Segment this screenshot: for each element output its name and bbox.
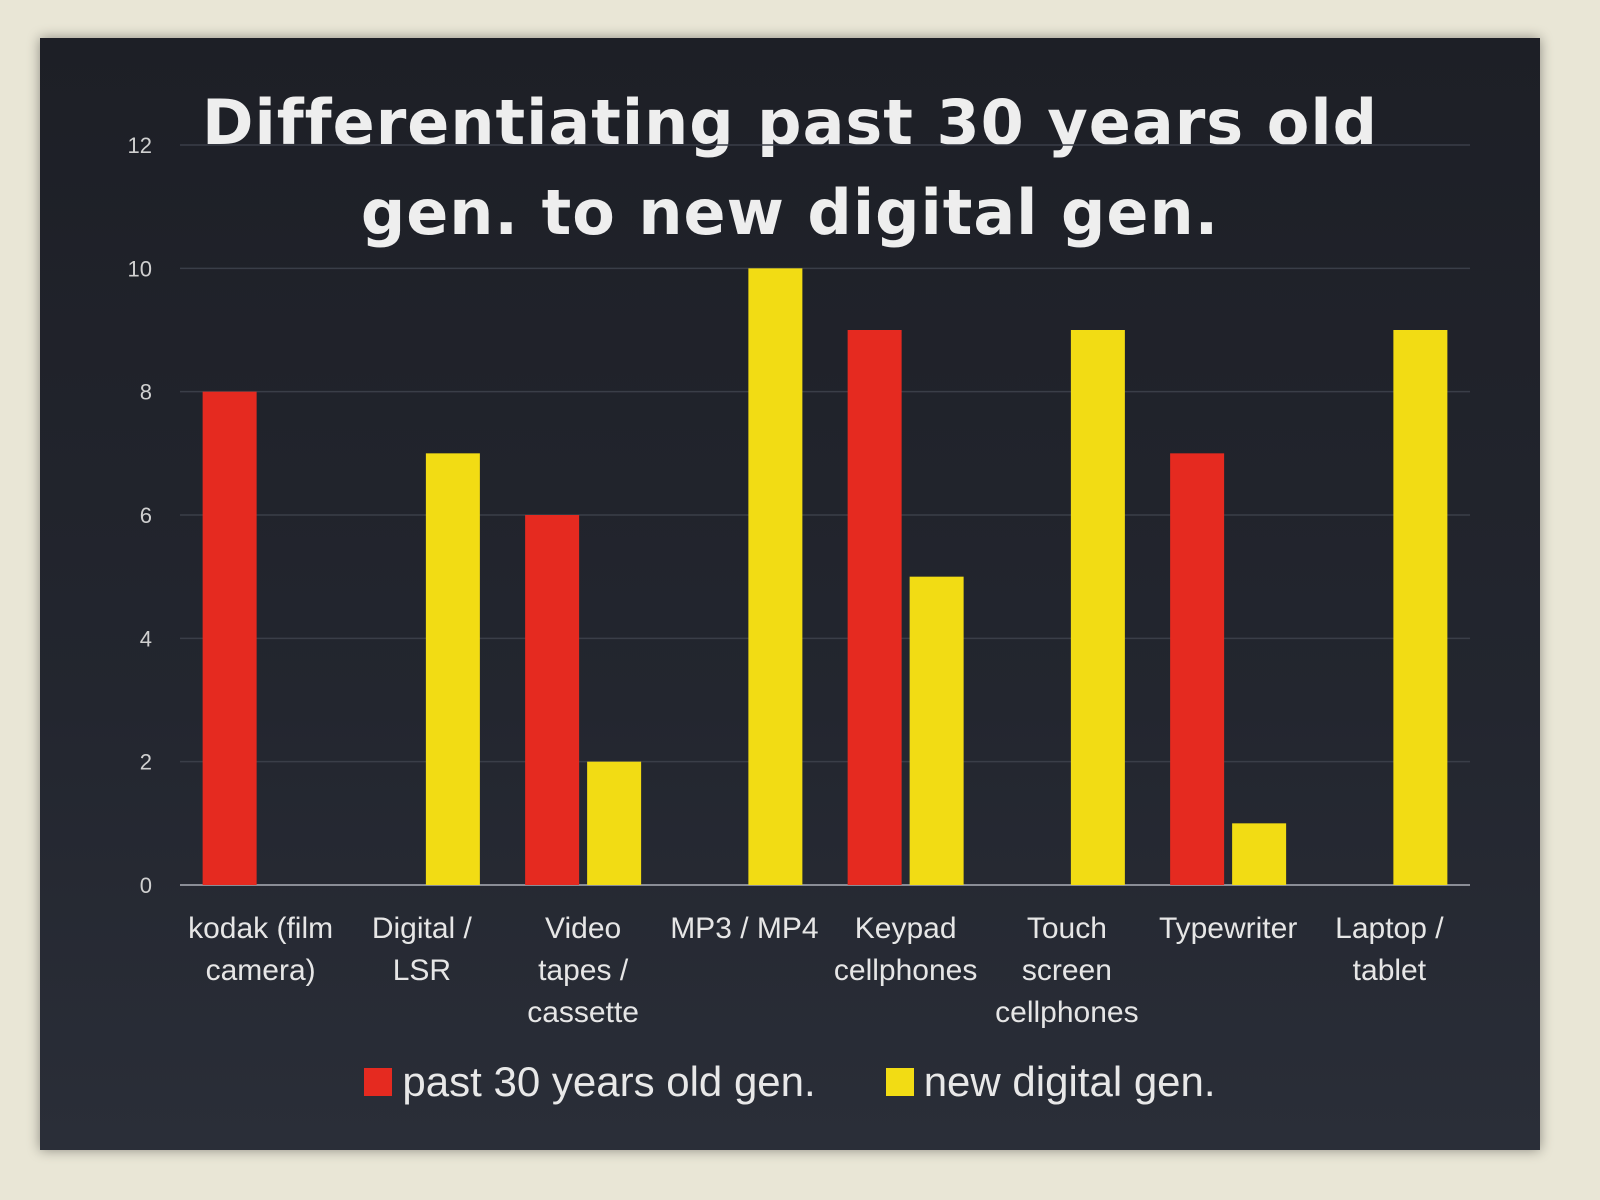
x-tick-label: Video tapes / cassette bbox=[527, 912, 639, 1029]
bar-chart: 0 2 4 6 8 10 12 kodak (film camera) Digital / LSR V… bbox=[128, 133, 1470, 1029]
chart-title-line-2: gen. to new digital gen. bbox=[360, 176, 1220, 249]
y-tick-label: 12 bbox=[128, 133, 152, 158]
legend-item-past-gen: past 30 years old gen. bbox=[364, 1058, 816, 1106]
legend-label-digital-gen: new digital gen. bbox=[923, 1058, 1216, 1105]
legend-swatch-yellow bbox=[885, 1068, 914, 1096]
y-tick-label: 8 bbox=[140, 380, 152, 405]
y-tick-label: 0 bbox=[140, 873, 152, 898]
bar-digital-gen bbox=[425, 453, 480, 885]
bar-past-gen bbox=[847, 330, 902, 885]
legend-label-past-gen: past 30 years old gen. bbox=[402, 1058, 816, 1105]
bar-digital-gen bbox=[587, 761, 642, 885]
chart-panel: Differentiating past 30 years old gen. t… bbox=[40, 38, 1540, 1150]
y-tick-label: 2 bbox=[140, 750, 152, 775]
x-tick-label: kodak (film camera) bbox=[188, 912, 333, 987]
bar-digital-gen bbox=[1070, 330, 1125, 885]
x-tick-label: Laptop / tablet bbox=[1335, 912, 1444, 987]
bar-digital-gen bbox=[1232, 823, 1287, 885]
x-tick-label: Touch screen cellphones bbox=[995, 912, 1138, 1029]
bar-past-gen bbox=[202, 391, 257, 885]
bar-digital-gen bbox=[909, 576, 964, 885]
y-tick-label: 10 bbox=[128, 256, 152, 281]
x-tick-label: Typewriter bbox=[1159, 912, 1297, 945]
x-tick-label: Digital / LSR bbox=[372, 912, 473, 987]
chart-title-line-1: Differentiating past 30 years old bbox=[201, 86, 1378, 159]
bar-digital-gen bbox=[748, 268, 803, 885]
bar-past-gen bbox=[525, 515, 580, 885]
x-tick-label: MP3 / MP4 bbox=[670, 912, 818, 945]
bar-digital-gen bbox=[1393, 330, 1448, 885]
x-tick-label: Keypad cellphones bbox=[834, 912, 977, 987]
bar-past-gen bbox=[1170, 453, 1225, 885]
y-tick-label: 6 bbox=[140, 503, 152, 528]
legend: past 30 years old gen. new digital gen. bbox=[40, 1058, 1540, 1106]
y-tick-label: 4 bbox=[140, 626, 152, 651]
legend-swatch-red bbox=[364, 1068, 393, 1096]
legend-item-digital-gen: new digital gen. bbox=[885, 1058, 1216, 1106]
